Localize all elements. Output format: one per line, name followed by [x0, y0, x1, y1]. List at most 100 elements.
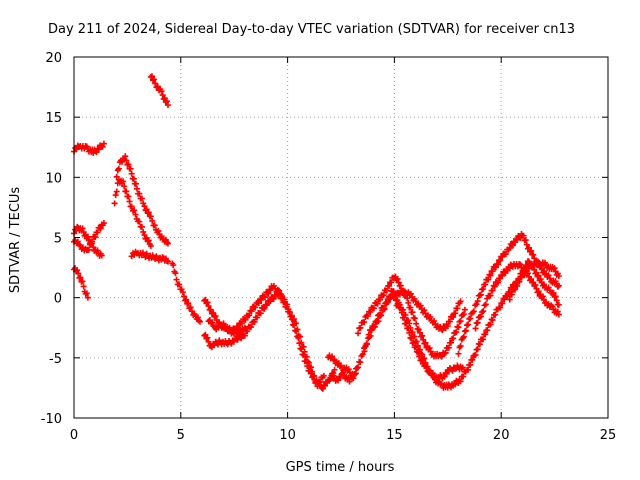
data-point — [314, 383, 321, 390]
series-track-o — [355, 273, 468, 360]
data-point — [414, 342, 421, 349]
data-point — [457, 378, 464, 385]
series-track-k — [201, 290, 338, 392]
data-point — [453, 329, 460, 336]
data-point — [74, 223, 81, 230]
data-point — [390, 288, 397, 295]
data-point — [405, 299, 412, 306]
data-point — [128, 170, 135, 177]
data-point — [398, 307, 405, 314]
data-point — [465, 321, 472, 328]
data-point — [170, 262, 177, 269]
data-point — [485, 276, 492, 283]
data-point — [535, 272, 542, 279]
data-point — [474, 319, 481, 326]
data-point — [293, 328, 300, 335]
data-point — [111, 200, 118, 207]
data-point — [112, 192, 119, 199]
chart-title: Day 211 of 2024, Sidereal Day-to-day VTE… — [48, 22, 575, 37]
data-point — [125, 193, 132, 200]
y-tick-label: 5 — [54, 232, 62, 247]
data-point — [521, 272, 528, 279]
data-point — [84, 294, 91, 301]
data-point — [125, 161, 132, 168]
data-point — [283, 303, 290, 310]
series-track-u — [506, 258, 562, 303]
data-point — [155, 227, 162, 234]
data-point — [450, 314, 457, 321]
data-point — [207, 306, 214, 313]
data-point — [499, 300, 506, 307]
data-point — [74, 267, 81, 274]
series-track-l — [205, 282, 327, 390]
series-track-i — [169, 260, 204, 325]
data-point — [375, 318, 382, 325]
data-point — [490, 282, 497, 289]
data-point — [132, 211, 139, 218]
data-point — [95, 146, 102, 153]
data-point — [555, 311, 562, 318]
data-point — [89, 240, 96, 247]
data-point — [534, 273, 541, 280]
data-point — [147, 213, 154, 220]
data-point — [159, 92, 166, 99]
data-point — [204, 334, 211, 341]
data-point — [317, 378, 324, 385]
data-point — [476, 341, 483, 348]
data-point — [121, 183, 128, 190]
data-point — [450, 335, 457, 342]
data-point — [399, 306, 406, 313]
data-point — [445, 344, 452, 351]
data-point — [145, 209, 152, 216]
data-point — [75, 270, 82, 277]
data-point — [162, 236, 169, 243]
data-point — [370, 305, 377, 312]
series-track-n — [327, 369, 359, 385]
data-point — [489, 317, 496, 324]
data-point — [502, 251, 509, 258]
data-point — [504, 293, 511, 300]
data-point — [84, 233, 91, 240]
data-point — [486, 271, 493, 278]
data-point — [514, 282, 521, 289]
data-point — [474, 298, 481, 305]
data-point — [128, 203, 135, 210]
data-point — [241, 332, 248, 339]
data-point — [532, 270, 539, 277]
data-point — [420, 336, 427, 343]
data-point — [508, 291, 515, 298]
data-point — [251, 318, 258, 325]
data-point — [489, 268, 496, 275]
data-point — [465, 366, 472, 373]
data-point — [92, 234, 99, 241]
data-point — [482, 281, 489, 288]
y-axis-label: SDTVAR / TECUs — [8, 187, 23, 294]
data-point — [482, 301, 489, 308]
data-point — [265, 290, 272, 297]
data-point — [491, 283, 498, 290]
data-point — [136, 218, 143, 225]
data-point — [524, 245, 531, 252]
data-point — [457, 342, 464, 349]
data-point — [419, 351, 426, 358]
data-point — [484, 327, 491, 334]
data-point — [83, 290, 90, 297]
data-points — [71, 73, 562, 392]
data-point — [377, 296, 384, 303]
data-point — [391, 292, 398, 299]
data-point — [455, 350, 462, 357]
x-axis-label: GPS time / hours — [286, 460, 395, 475]
data-point — [480, 336, 487, 343]
data-point — [494, 279, 501, 286]
data-point — [340, 369, 347, 376]
data-point — [497, 257, 504, 264]
data-point — [516, 278, 523, 285]
data-point — [201, 332, 208, 339]
data-point — [346, 378, 353, 385]
data-point — [512, 286, 519, 293]
data-point — [324, 379, 331, 386]
data-point — [394, 275, 401, 282]
data-point — [352, 370, 359, 377]
data-point — [417, 346, 424, 353]
data-point — [229, 329, 236, 336]
